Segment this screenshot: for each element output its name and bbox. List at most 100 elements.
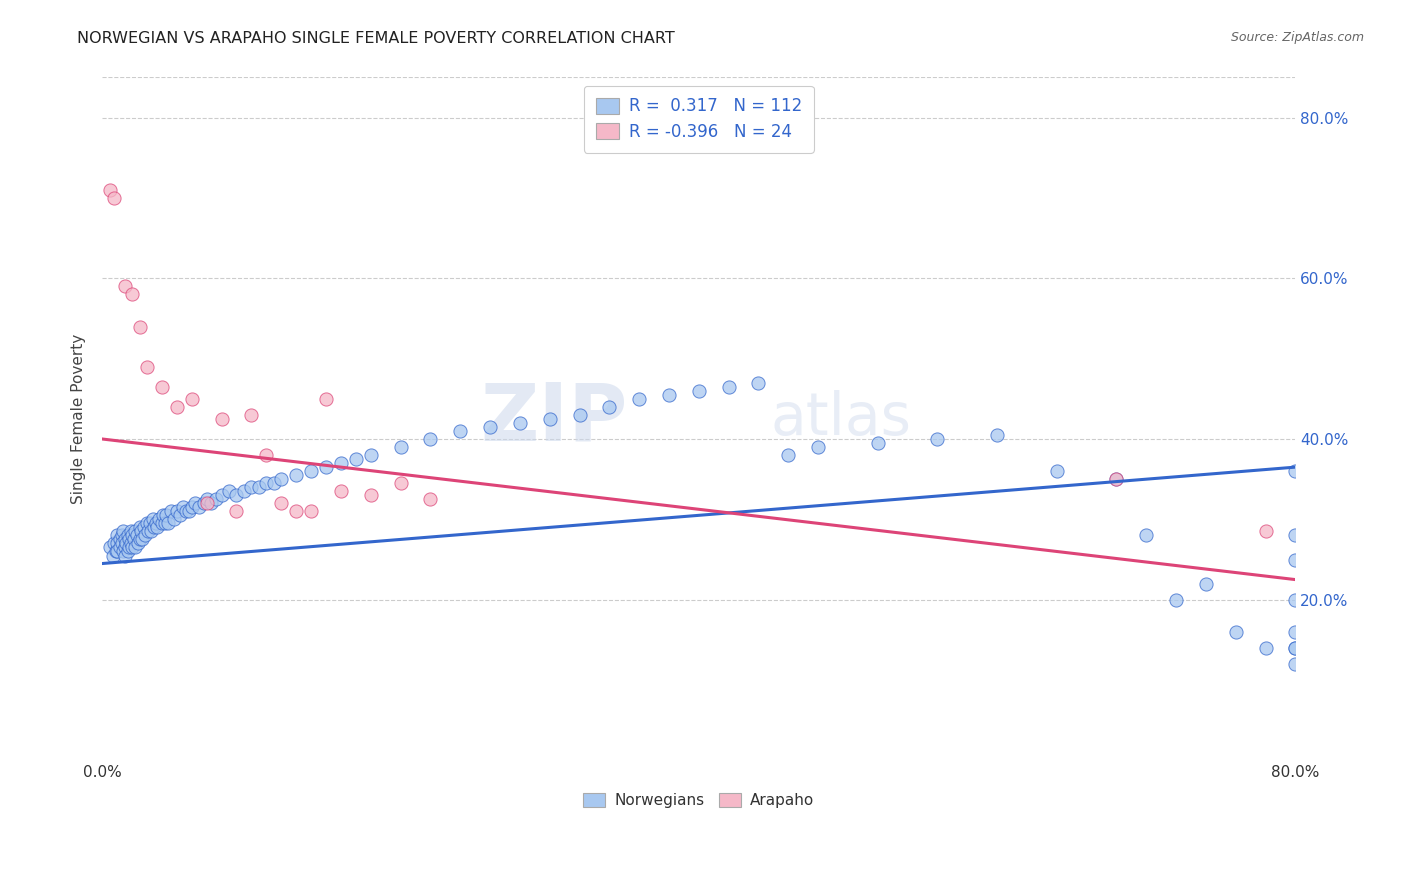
Point xyxy=(927,432,949,446)
Point xyxy=(105,536,128,550)
Point xyxy=(110,536,132,550)
Point xyxy=(509,416,531,430)
Point xyxy=(299,464,322,478)
Point xyxy=(128,533,150,547)
Point xyxy=(1046,464,1069,478)
Point xyxy=(124,524,146,539)
Point xyxy=(240,480,263,494)
Point xyxy=(344,452,367,467)
Point xyxy=(778,448,800,462)
Legend: Norwegians, Arapaho: Norwegians, Arapaho xyxy=(578,787,820,814)
Point xyxy=(807,440,830,454)
Point xyxy=(166,504,188,518)
Point xyxy=(120,524,142,539)
Point xyxy=(155,508,177,523)
Point xyxy=(1284,464,1306,478)
Point xyxy=(211,412,233,426)
Point xyxy=(131,533,153,547)
Point xyxy=(114,549,136,563)
Point xyxy=(204,492,226,507)
Point xyxy=(114,533,136,547)
Point xyxy=(270,496,292,510)
Point xyxy=(419,432,441,446)
Point xyxy=(568,408,591,422)
Point xyxy=(129,524,152,539)
Point xyxy=(254,448,277,462)
Text: ZIP: ZIP xyxy=(479,380,627,458)
Point xyxy=(145,516,167,531)
Point xyxy=(247,480,270,494)
Point xyxy=(121,528,143,542)
Point xyxy=(285,504,308,518)
Point xyxy=(1284,640,1306,655)
Point xyxy=(449,424,471,438)
Point xyxy=(195,492,218,507)
Text: atlas: atlas xyxy=(770,391,911,448)
Point xyxy=(98,541,121,555)
Point xyxy=(136,516,159,531)
Point xyxy=(1284,528,1306,542)
Point xyxy=(628,392,651,406)
Point xyxy=(174,504,197,518)
Point xyxy=(1284,592,1306,607)
Point xyxy=(153,516,176,531)
Point xyxy=(866,436,889,450)
Point xyxy=(360,448,382,462)
Point xyxy=(152,508,174,523)
Point xyxy=(104,544,127,558)
Point xyxy=(479,420,502,434)
Point xyxy=(127,536,149,550)
Point xyxy=(200,496,222,510)
Point xyxy=(1195,576,1218,591)
Point xyxy=(117,528,139,542)
Point xyxy=(240,408,263,422)
Point xyxy=(103,536,125,550)
Point xyxy=(1284,552,1306,566)
Point xyxy=(1105,472,1128,486)
Point xyxy=(747,376,769,390)
Point xyxy=(125,528,148,542)
Point xyxy=(156,516,179,531)
Point xyxy=(121,541,143,555)
Point xyxy=(211,488,233,502)
Point xyxy=(143,520,166,534)
Point xyxy=(195,496,218,510)
Point xyxy=(1105,472,1128,486)
Point xyxy=(538,412,561,426)
Point xyxy=(108,533,131,547)
Point xyxy=(688,384,710,398)
Point xyxy=(110,528,132,542)
Point xyxy=(180,392,202,406)
Point xyxy=(136,359,159,374)
Point xyxy=(105,528,128,542)
Point xyxy=(1254,640,1277,655)
Point xyxy=(169,508,191,523)
Point xyxy=(105,544,128,558)
Point xyxy=(118,533,141,547)
Point xyxy=(180,500,202,515)
Point xyxy=(148,512,170,526)
Point xyxy=(166,400,188,414)
Point xyxy=(112,524,135,539)
Point xyxy=(315,460,337,475)
Point xyxy=(112,544,135,558)
Point xyxy=(270,472,292,486)
Point xyxy=(177,504,200,518)
Point xyxy=(329,484,352,499)
Point xyxy=(134,528,156,542)
Point xyxy=(108,541,131,555)
Point xyxy=(183,496,205,510)
Point xyxy=(142,512,165,526)
Point xyxy=(1284,624,1306,639)
Point xyxy=(115,536,138,550)
Point xyxy=(139,516,162,531)
Point xyxy=(188,500,211,515)
Point xyxy=(138,524,160,539)
Point xyxy=(360,488,382,502)
Point xyxy=(329,456,352,470)
Point xyxy=(128,319,150,334)
Point xyxy=(232,484,254,499)
Point xyxy=(986,428,1008,442)
Point xyxy=(120,536,142,550)
Point xyxy=(132,520,155,534)
